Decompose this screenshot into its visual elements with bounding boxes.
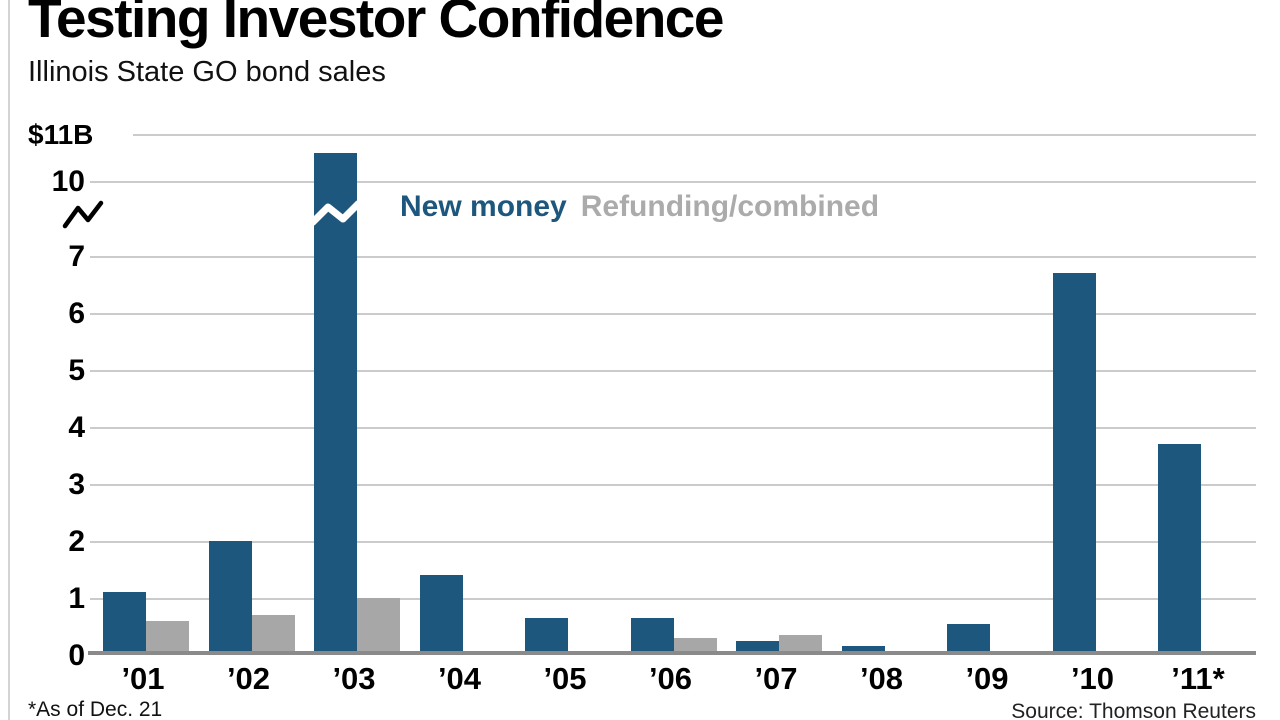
- bar-refunding-’03: [357, 598, 400, 655]
- bar-new-money-’02: [208, 541, 252, 655]
- x-tick-’10: ’10: [1070, 661, 1115, 696]
- gridline-4: [90, 427, 1256, 429]
- x-tick-’02: ’02: [226, 661, 271, 696]
- x-tick-’03: ’03: [332, 661, 376, 696]
- x-tick-’06: ’06: [648, 661, 693, 696]
- bar-refunding-’02: [251, 615, 295, 655]
- x-axis-line: [88, 651, 1256, 655]
- x-tick-’01: ’01: [121, 661, 165, 696]
- bar-refunding-’06: [673, 637, 717, 655]
- y-tick-0: 0: [68, 639, 85, 672]
- bar-new-money-’03: [314, 152, 357, 655]
- y-tick-7: 7: [68, 240, 85, 273]
- y-tick-3: 3: [68, 468, 85, 501]
- bar-new-money-’10: [1052, 273, 1096, 655]
- bar-new-money-’01: [103, 592, 146, 655]
- bar-new-money-’04: [419, 575, 463, 655]
- bar-new-money-’05: [525, 617, 568, 655]
- x-tick-’07: ’07: [754, 661, 798, 696]
- x-tick-’04: ’04: [437, 661, 482, 696]
- legend-refunding: Refunding/combined: [580, 190, 880, 223]
- x-tick-’11*: ’11*: [1171, 661, 1225, 696]
- axis-break-icon: [62, 200, 104, 229]
- y-tick-4: 4: [68, 411, 85, 444]
- gridline-7: [90, 256, 1256, 258]
- gridline-2: [90, 541, 1256, 543]
- footnote: *As of Dec. 21: [28, 698, 163, 720]
- gridline-11: [133, 134, 1256, 136]
- bar-break-icon: [312, 200, 359, 226]
- chart-title: Testing Investor Confidence: [28, 0, 724, 49]
- legend-new-money: New money: [400, 190, 567, 223]
- gridline-10: [90, 181, 1256, 183]
- left-border-rule: [8, 0, 10, 720]
- bar-new-money-’08: [841, 646, 885, 655]
- x-tick-’08: ’08: [859, 661, 904, 696]
- y-tick-5: 5: [68, 354, 85, 387]
- bar-refunding-’07: [779, 635, 822, 655]
- gridline-1: [90, 598, 1256, 600]
- bar-refunding-’01: [146, 620, 189, 655]
- y-axis-top-label: $11B: [28, 119, 94, 150]
- bar-new-money-’09: [947, 623, 990, 655]
- y-tick-2: 2: [68, 525, 85, 558]
- gridline-5: [90, 370, 1256, 372]
- chart-subtitle: Illinois State GO bond sales: [28, 56, 386, 88]
- source-credit: Source: Thomson Reuters: [1011, 700, 1256, 720]
- gridline-3: [90, 484, 1256, 486]
- y-tick-1: 1: [68, 582, 85, 615]
- x-tick-’09: ’09: [965, 661, 1009, 696]
- y-tick-6: 6: [68, 297, 85, 330]
- x-tick-’05: ’05: [543, 661, 587, 696]
- bar-new-money-’06: [630, 617, 674, 655]
- y-tick-10: 10: [51, 165, 85, 198]
- gridline-6: [90, 313, 1256, 315]
- bar-new-money-’11*: [1158, 444, 1201, 655]
- chart-legend: New money Refunding/combined: [400, 190, 879, 224]
